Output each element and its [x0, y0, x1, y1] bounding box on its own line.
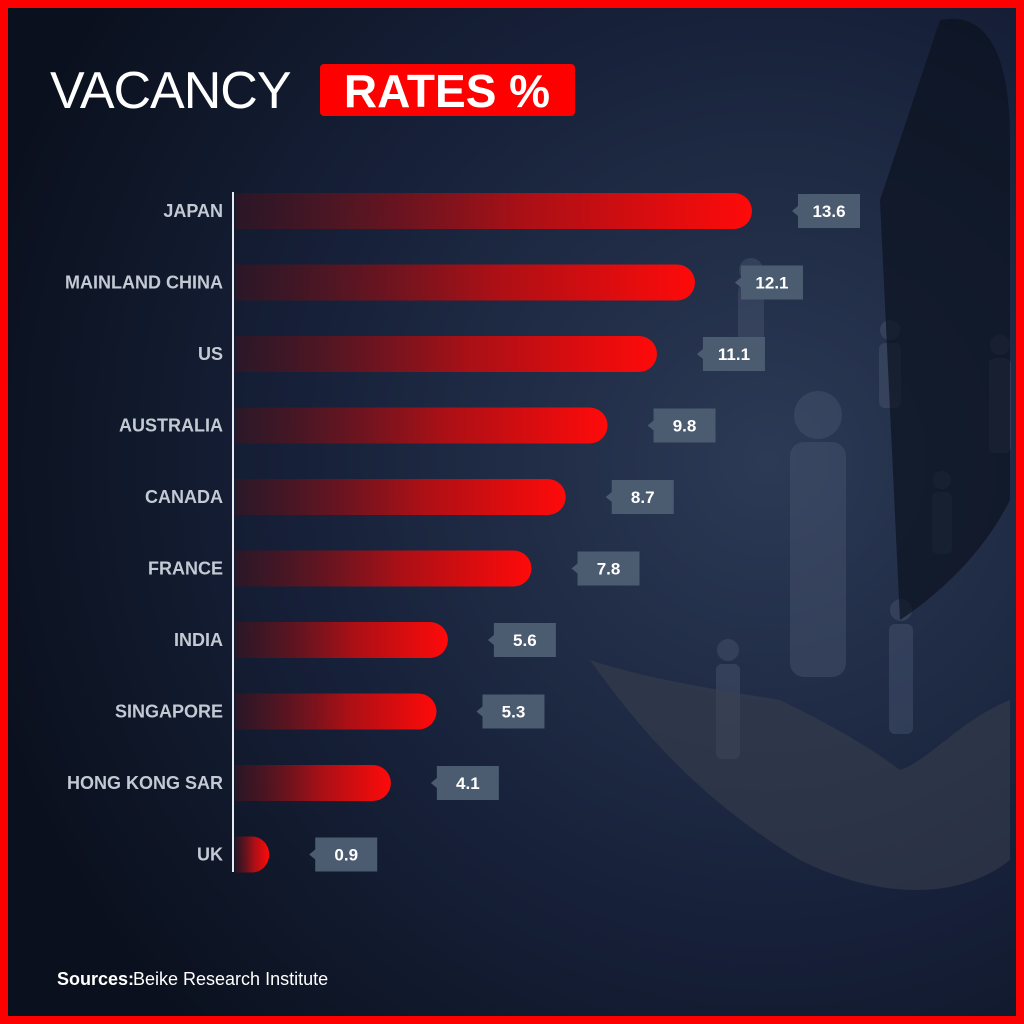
value-label: 5.3 [502, 703, 526, 722]
value-label: 5.6 [513, 631, 537, 650]
value-label: 8.7 [631, 488, 655, 507]
category-label: INDIA [174, 630, 223, 650]
category-label: MAINLAND CHINA [65, 273, 223, 293]
value-label: 4.1 [456, 774, 480, 793]
category-label: HONG KONG SAR [67, 773, 223, 793]
bar [235, 622, 448, 658]
title-highlight-box [320, 64, 575, 116]
chart-title: VACANCY [50, 62, 291, 120]
bar [235, 836, 270, 873]
decor-hand [590, 660, 1010, 890]
value-label-box [487, 623, 556, 657]
category-label: JAPAN [163, 201, 223, 221]
bar [235, 765, 391, 801]
decor-silhouette [880, 18, 1010, 621]
category-label: AUSTRALIA [119, 416, 223, 436]
bar [235, 193, 752, 229]
chart-title-highlight: RATES % [344, 65, 550, 117]
value-label: 9.8 [673, 417, 697, 436]
bar [235, 336, 657, 372]
bar [235, 693, 437, 730]
value-label: 13.6 [812, 202, 845, 221]
category-label: US [198, 344, 223, 364]
category-label: FRANCE [148, 559, 223, 579]
value-label-box [309, 837, 378, 872]
category-label: CANADA [145, 487, 223, 507]
value-label: 7.8 [597, 560, 621, 579]
value-label-box [734, 265, 803, 300]
bar [235, 264, 695, 301]
value-label-box [476, 694, 545, 729]
value-label-box [647, 408, 716, 443]
category-label: UK [197, 845, 223, 865]
value-label-box [571, 551, 640, 586]
value-label: 12.1 [755, 274, 788, 293]
bar [235, 479, 566, 515]
value-label: 0.9 [334, 846, 358, 865]
value-label-box [605, 480, 674, 514]
source-label: Sources: [57, 969, 134, 989]
bar [235, 407, 608, 444]
source: Beike Research Institute [133, 969, 328, 989]
value-label-box [430, 766, 499, 800]
value-label: 11.1 [718, 345, 750, 364]
category-label: SINGAPORE [115, 702, 223, 722]
value-label-box [696, 337, 765, 371]
bar [235, 550, 532, 587]
value-label-box [792, 194, 860, 228]
